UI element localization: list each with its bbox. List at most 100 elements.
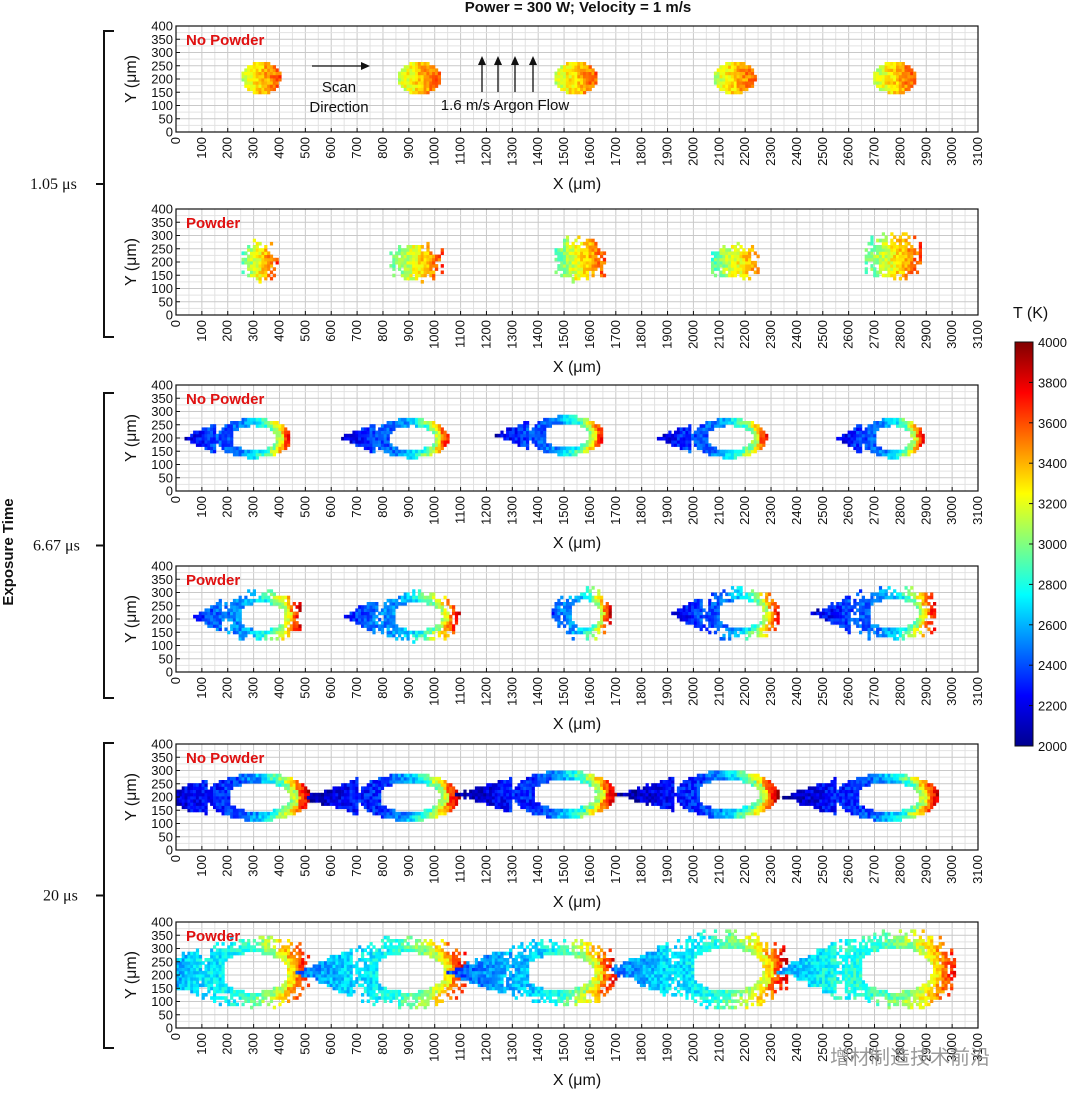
temperature-cell bbox=[893, 267, 897, 271]
temperature-cell bbox=[403, 773, 407, 778]
temperature-cell bbox=[252, 589, 256, 593]
temperature-cell bbox=[867, 624, 871, 628]
temperature-cell bbox=[557, 254, 561, 259]
y-group-label: Exposure Time bbox=[0, 498, 17, 605]
temperature-cell bbox=[375, 795, 379, 800]
temperature-cell bbox=[267, 598, 271, 603]
temperature-cell bbox=[850, 433, 854, 438]
temperature-cell bbox=[716, 260, 720, 265]
temperature-cell bbox=[204, 433, 208, 438]
temperature-cell bbox=[602, 617, 607, 622]
temperature-cell bbox=[429, 273, 433, 278]
temperature-cell bbox=[324, 789, 328, 794]
temperature-cell bbox=[531, 436, 535, 441]
temperature-cell bbox=[705, 443, 709, 447]
temperature-cell bbox=[341, 802, 345, 806]
temperature-cell bbox=[232, 611, 237, 616]
temperature-cell bbox=[395, 602, 399, 606]
temperature-cell bbox=[264, 90, 268, 95]
temperature-cell bbox=[213, 789, 217, 794]
temperature-cell bbox=[557, 417, 561, 422]
temperature-cell bbox=[415, 598, 419, 603]
x-tick-label: 2000 bbox=[685, 496, 700, 525]
temperature-cell bbox=[235, 808, 239, 813]
temperature-cell bbox=[813, 611, 817, 616]
temperature-cell bbox=[238, 611, 242, 616]
temperature-cell bbox=[876, 630, 880, 635]
temperature-cell bbox=[269, 270, 274, 275]
temperature-cell bbox=[856, 440, 860, 444]
temperature-cell bbox=[876, 446, 880, 451]
temperature-cell bbox=[201, 611, 205, 616]
temperature-cell bbox=[881, 630, 885, 635]
temperature-cell bbox=[432, 84, 436, 88]
temperature-cell bbox=[230, 776, 234, 781]
temperature-cell bbox=[443, 627, 447, 632]
temperature-cell bbox=[420, 270, 424, 275]
temperature-cell bbox=[574, 595, 578, 600]
temperature-cell bbox=[278, 783, 282, 787]
temperature-cell bbox=[403, 815, 407, 819]
temperature-cell bbox=[241, 624, 245, 628]
x-tick-label: 0 bbox=[168, 496, 183, 503]
temperature-cell bbox=[699, 611, 703, 616]
temperature-cell bbox=[893, 456, 897, 460]
temperature-cell bbox=[415, 260, 419, 265]
temperature-cell bbox=[358, 614, 362, 619]
temperature-cell bbox=[884, 248, 888, 252]
temperature-cell bbox=[204, 805, 208, 810]
temperature-cell bbox=[762, 633, 766, 638]
temperature-cell bbox=[267, 87, 271, 92]
temperature-cell bbox=[676, 443, 681, 447]
x-tick-label: 2400 bbox=[789, 496, 804, 525]
temperature-cell bbox=[269, 427, 274, 431]
temperature-cell bbox=[269, 637, 274, 641]
temperature-cell bbox=[432, 627, 436, 632]
temperature-cell bbox=[910, 443, 914, 447]
temperature-cell bbox=[415, 421, 419, 425]
temperature-cell bbox=[352, 614, 356, 619]
temperature-cell bbox=[178, 792, 182, 797]
temperature-cell bbox=[420, 449, 424, 454]
temperature-cell bbox=[215, 805, 219, 810]
temperature-cell bbox=[531, 433, 535, 438]
temperature-cell bbox=[255, 81, 259, 85]
x-tick-label: 2900 bbox=[918, 137, 933, 166]
temperature-cell bbox=[867, 427, 871, 431]
temperature-cell bbox=[881, 260, 885, 265]
temperature-cell bbox=[366, 802, 370, 806]
temperature-cell bbox=[725, 449, 729, 454]
temperature-cell bbox=[722, 637, 726, 641]
temperature-cell bbox=[398, 602, 402, 606]
temperature-cell bbox=[876, 254, 880, 259]
temperature-cell bbox=[887, 630, 891, 635]
temperature-cell bbox=[563, 74, 567, 79]
temperature-cell bbox=[884, 452, 888, 457]
temperature-cell bbox=[258, 241, 262, 246]
temperature-cell bbox=[713, 74, 718, 79]
temperature-cell bbox=[728, 260, 732, 265]
temperature-cell bbox=[392, 780, 396, 784]
temperature-cell bbox=[269, 780, 274, 784]
temperature-cell bbox=[819, 611, 823, 616]
temperature-cell bbox=[267, 595, 271, 600]
temperature-cell bbox=[594, 433, 598, 438]
temperature-cell bbox=[878, 627, 883, 632]
temperature-cell bbox=[730, 77, 735, 82]
temperature-cell bbox=[412, 595, 416, 600]
temperature-cell bbox=[756, 630, 760, 635]
temperature-cell bbox=[750, 74, 755, 79]
temperature-cell bbox=[873, 248, 877, 252]
temperature-cell bbox=[540, 443, 544, 447]
temperature-cell bbox=[446, 598, 450, 603]
temperature-cell bbox=[583, 273, 587, 278]
temperature-cell bbox=[560, 449, 564, 454]
temperature-cell bbox=[930, 608, 934, 612]
temperature-cell bbox=[864, 443, 868, 447]
x-tick-label: 2800 bbox=[892, 137, 907, 166]
temperature-cell bbox=[736, 586, 740, 590]
temperature-cell bbox=[406, 71, 410, 76]
temperature-cell bbox=[426, 449, 430, 454]
temperature-cell bbox=[435, 71, 439, 76]
temperature-cell bbox=[366, 805, 370, 810]
